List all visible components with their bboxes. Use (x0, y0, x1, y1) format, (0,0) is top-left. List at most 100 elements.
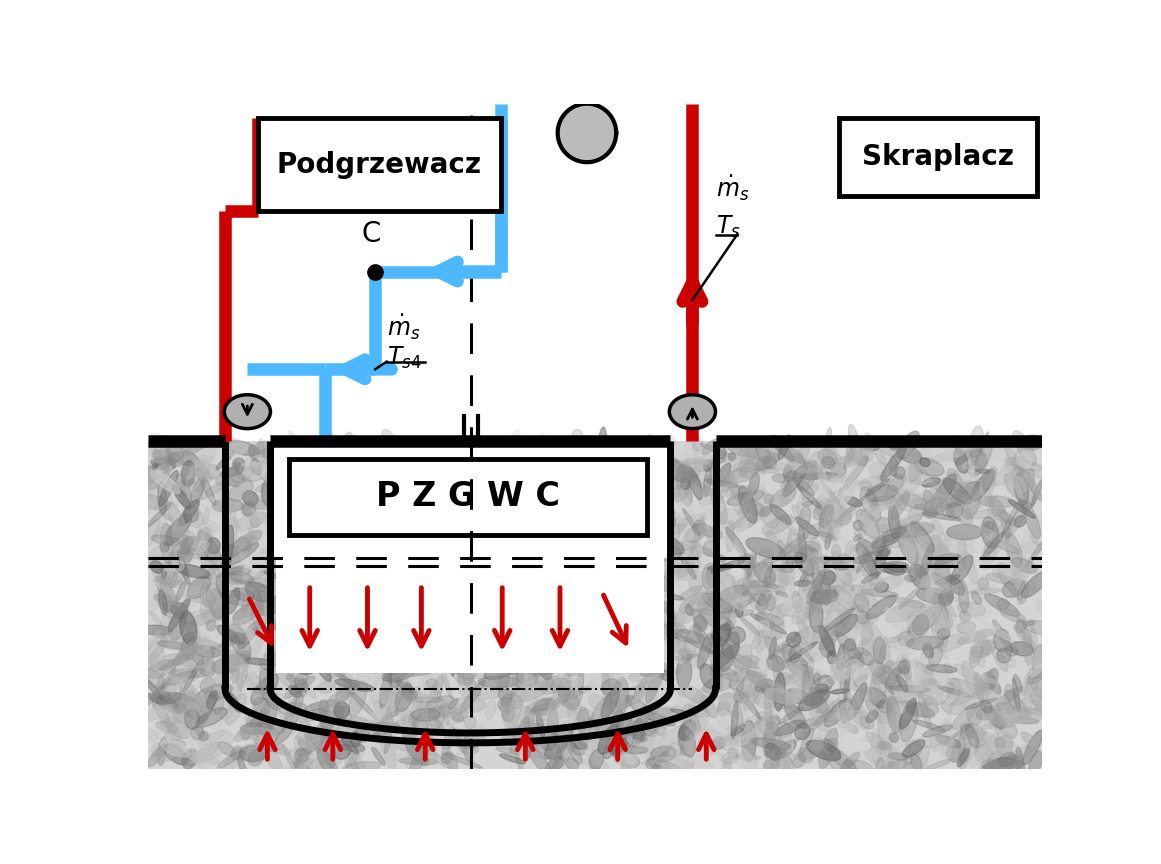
Ellipse shape (381, 630, 397, 656)
Ellipse shape (1000, 608, 1026, 622)
Ellipse shape (1029, 668, 1048, 698)
Ellipse shape (650, 709, 675, 721)
Ellipse shape (286, 634, 322, 654)
Ellipse shape (785, 581, 793, 590)
Ellipse shape (147, 472, 170, 490)
Ellipse shape (439, 560, 442, 569)
Ellipse shape (474, 493, 504, 516)
Ellipse shape (426, 530, 445, 551)
Ellipse shape (545, 437, 579, 454)
Ellipse shape (362, 594, 376, 609)
Ellipse shape (593, 545, 606, 569)
Ellipse shape (211, 721, 223, 729)
Ellipse shape (606, 527, 636, 550)
Ellipse shape (381, 503, 397, 528)
Ellipse shape (307, 612, 339, 632)
Ellipse shape (171, 675, 183, 684)
Ellipse shape (470, 477, 492, 507)
Ellipse shape (527, 745, 554, 778)
Ellipse shape (282, 651, 308, 665)
Ellipse shape (715, 590, 731, 600)
Ellipse shape (500, 635, 531, 649)
Ellipse shape (524, 706, 534, 744)
Ellipse shape (901, 701, 935, 717)
Ellipse shape (522, 571, 540, 588)
Ellipse shape (637, 483, 647, 493)
Ellipse shape (986, 574, 1016, 584)
Ellipse shape (215, 651, 239, 688)
Ellipse shape (819, 620, 845, 651)
Ellipse shape (884, 564, 904, 575)
Ellipse shape (380, 582, 398, 607)
Ellipse shape (241, 743, 284, 752)
Ellipse shape (467, 448, 482, 478)
Ellipse shape (719, 632, 740, 671)
Ellipse shape (988, 436, 1005, 461)
Ellipse shape (654, 689, 670, 711)
Ellipse shape (432, 685, 444, 702)
Ellipse shape (217, 487, 229, 500)
Ellipse shape (879, 444, 909, 466)
Ellipse shape (658, 670, 673, 682)
Ellipse shape (917, 689, 931, 728)
Ellipse shape (384, 734, 391, 753)
Ellipse shape (662, 705, 673, 729)
Ellipse shape (464, 583, 489, 610)
Ellipse shape (199, 731, 210, 744)
Ellipse shape (974, 632, 985, 645)
Ellipse shape (720, 692, 734, 707)
Ellipse shape (404, 557, 414, 589)
Ellipse shape (156, 576, 176, 604)
Ellipse shape (722, 508, 745, 528)
Ellipse shape (860, 576, 887, 593)
Ellipse shape (152, 457, 174, 474)
Ellipse shape (989, 519, 1011, 557)
Ellipse shape (456, 619, 462, 626)
Ellipse shape (157, 641, 189, 649)
Ellipse shape (578, 707, 590, 738)
Ellipse shape (388, 596, 402, 631)
Ellipse shape (753, 504, 764, 515)
Ellipse shape (182, 749, 197, 769)
Ellipse shape (714, 506, 722, 540)
Ellipse shape (673, 541, 701, 550)
Ellipse shape (411, 563, 423, 584)
Polygon shape (557, 104, 616, 162)
Ellipse shape (295, 748, 309, 763)
Ellipse shape (930, 554, 961, 568)
Ellipse shape (212, 499, 243, 512)
Ellipse shape (341, 442, 358, 477)
Ellipse shape (445, 751, 457, 771)
Ellipse shape (627, 755, 637, 765)
Ellipse shape (534, 436, 547, 451)
Ellipse shape (368, 620, 385, 656)
Ellipse shape (816, 496, 835, 524)
Ellipse shape (395, 626, 412, 639)
Ellipse shape (655, 524, 686, 539)
Ellipse shape (181, 638, 195, 659)
Ellipse shape (532, 553, 536, 569)
Ellipse shape (632, 451, 644, 465)
Ellipse shape (650, 746, 677, 762)
Ellipse shape (623, 437, 650, 453)
Ellipse shape (503, 491, 525, 507)
Ellipse shape (259, 541, 291, 553)
Ellipse shape (399, 561, 417, 575)
Ellipse shape (690, 471, 702, 499)
Ellipse shape (834, 483, 856, 519)
Ellipse shape (159, 471, 178, 506)
Ellipse shape (345, 550, 363, 566)
Ellipse shape (466, 478, 490, 495)
Ellipse shape (1023, 620, 1054, 634)
Ellipse shape (352, 743, 365, 759)
Ellipse shape (608, 738, 628, 754)
Ellipse shape (495, 491, 504, 513)
Ellipse shape (450, 450, 479, 466)
Ellipse shape (336, 640, 346, 650)
Ellipse shape (498, 548, 513, 569)
Ellipse shape (205, 566, 221, 580)
Ellipse shape (1019, 663, 1043, 696)
Ellipse shape (398, 645, 412, 659)
Ellipse shape (586, 580, 616, 596)
Ellipse shape (317, 590, 332, 616)
